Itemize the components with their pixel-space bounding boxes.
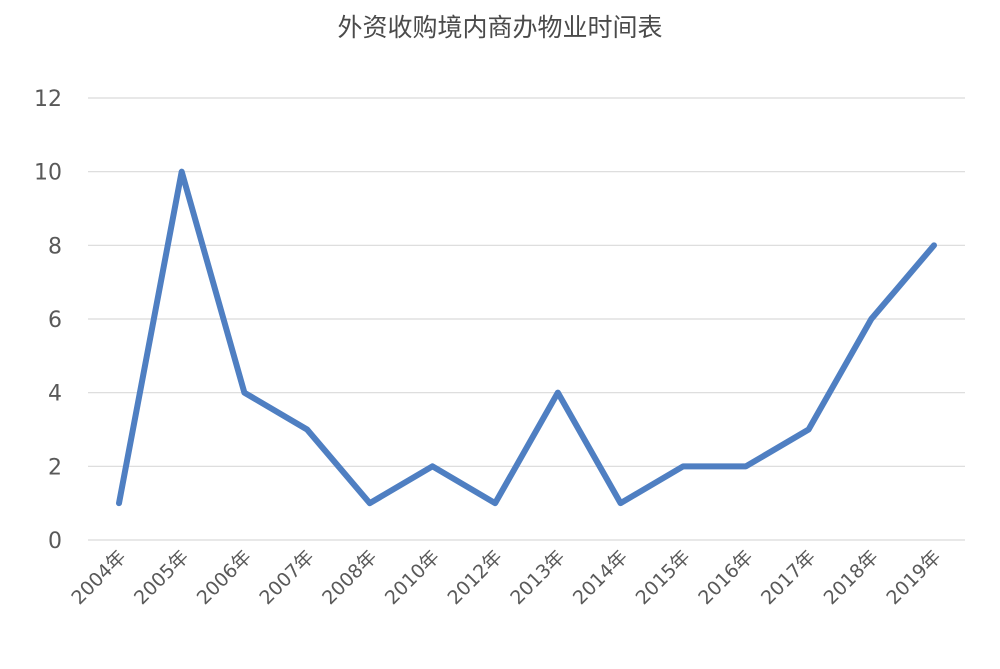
x-tick-label: 2015年 (632, 546, 695, 609)
y-tick-label: 12 (34, 87, 62, 112)
y-tick-label: 0 (48, 529, 62, 554)
y-tick-label: 4 (48, 382, 62, 407)
x-tick-label: 2013年 (506, 546, 569, 609)
series-line (116, 168, 937, 507)
x-tick-label: 2018年 (820, 546, 883, 609)
x-tick-label: 2007年 (255, 546, 318, 609)
y-tick-label: 6 (48, 308, 62, 333)
chart-title: 外资收购境内商办物业时间表 (337, 13, 663, 42)
x-tick-label: 2016年 (694, 546, 757, 609)
x-tick-label: 2017年 (757, 546, 820, 609)
x-tick-label: 2005年 (130, 546, 193, 609)
x-tick-label: 2008年 (318, 546, 381, 609)
x-tick-label: 2014年 (569, 546, 632, 609)
x-tick-label: 2019年 (882, 546, 945, 609)
y-tick-label: 10 (34, 161, 62, 186)
x-tick-label: 2006年 (193, 546, 256, 609)
x-tick-label: 2004年 (67, 546, 130, 609)
x-tick-label: 2010年 (381, 546, 444, 609)
y-tick-label: 2 (48, 455, 62, 480)
x-tick-label: 2012年 (444, 546, 507, 609)
y-tick-label: 8 (48, 234, 62, 259)
